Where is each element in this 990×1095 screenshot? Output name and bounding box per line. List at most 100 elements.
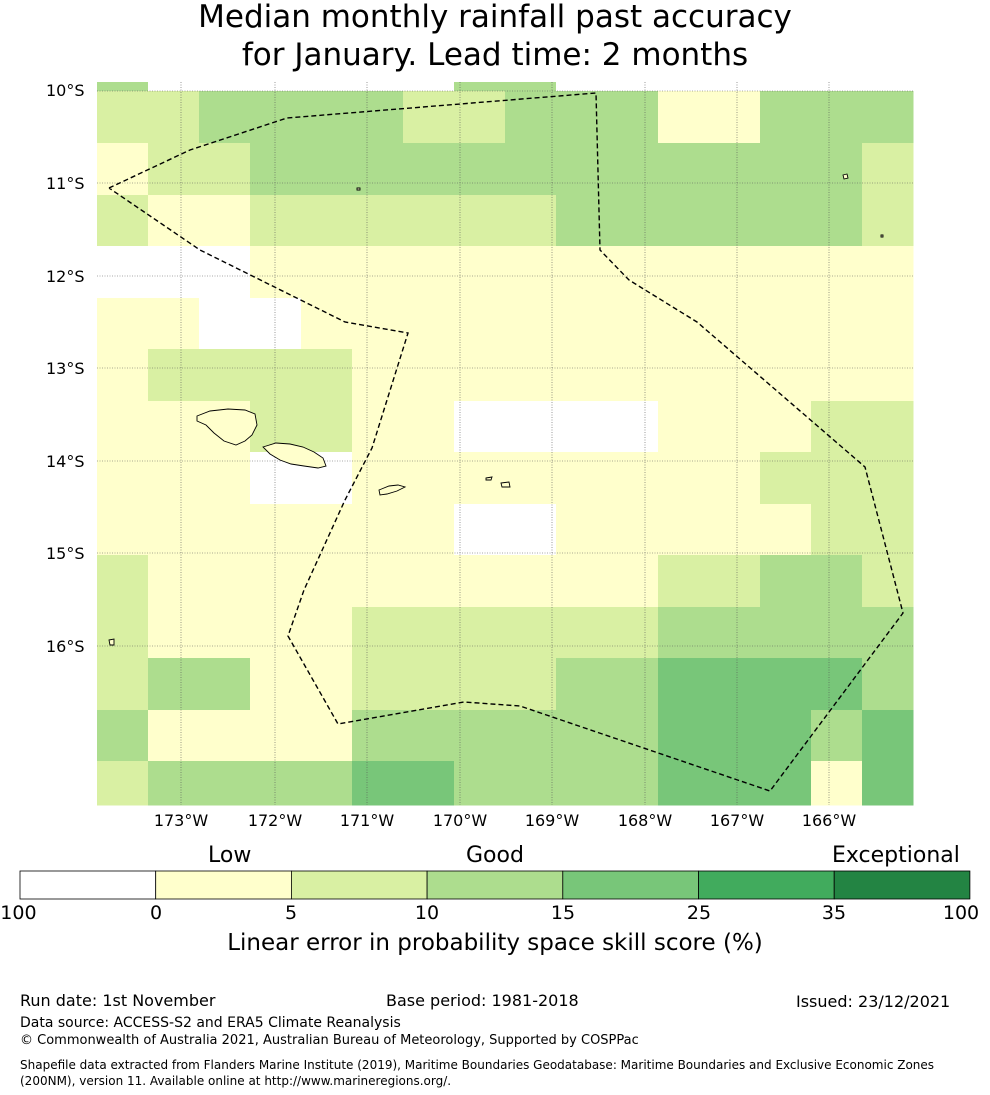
grid-cell <box>97 401 149 453</box>
grid-cell <box>148 555 200 608</box>
grid-cell <box>709 349 761 402</box>
grid-cell <box>862 298 914 350</box>
grid-cell <box>556 658 608 711</box>
chart-title-line-2: for January. Lead time: 2 months <box>241 37 749 73</box>
grid-cell <box>862 555 914 608</box>
grid-cell <box>199 298 251 350</box>
grid-cell <box>760 504 812 556</box>
grid-cell <box>658 298 710 350</box>
grid-cell <box>352 401 404 453</box>
lon-label-171w: 171°W <box>339 811 395 830</box>
grid-cell <box>556 504 608 556</box>
grid-cell <box>556 246 608 299</box>
colorbar-segment <box>155 870 292 900</box>
grid-cell <box>556 761 608 806</box>
grid-cell <box>505 710 557 762</box>
lat-label-11s: 11°S <box>46 174 85 193</box>
grid-cell <box>301 761 353 806</box>
island-northeast <box>842 173 849 180</box>
grid-cell <box>352 91 404 144</box>
grid-cell <box>760 401 812 453</box>
legend-category-good: Good <box>466 843 524 868</box>
grid-cell <box>505 82 557 92</box>
grid-cell <box>811 504 863 556</box>
grid-cell <box>199 504 251 556</box>
grid-cell <box>760 555 812 608</box>
grid-cell <box>454 298 506 350</box>
grid-cell <box>403 401 455 453</box>
grid-cell <box>148 195 200 247</box>
grid-cell <box>301 607 353 659</box>
grid-cell <box>199 710 251 762</box>
grid-cell <box>454 555 506 608</box>
grid-cell <box>658 143 710 196</box>
skill-grid <box>97 82 914 806</box>
grid-cell <box>556 555 608 608</box>
island-upolu <box>262 442 327 469</box>
island-savaii <box>196 408 258 446</box>
grid-cell <box>97 607 149 659</box>
lon-label-173w: 173°W <box>153 811 209 830</box>
colorbar-segment <box>562 870 699 900</box>
grid-cell <box>709 82 761 92</box>
grid-cell <box>403 607 455 659</box>
lat-label-12s: 12°S <box>46 267 85 286</box>
grid-cell <box>301 658 353 711</box>
grid-cell <box>709 710 761 762</box>
grid-cell <box>250 607 302 659</box>
grid-cell <box>760 246 812 299</box>
island-east-small <box>880 234 884 238</box>
grid-cell <box>811 452 863 505</box>
grid-cell <box>97 298 149 350</box>
grid-cell <box>97 91 149 144</box>
grid-cell <box>556 607 608 659</box>
grid-cell <box>658 504 710 556</box>
grid-cell <box>760 658 812 711</box>
grid-cell <box>454 504 506 556</box>
grid-cell <box>301 710 353 762</box>
grid-cell <box>199 82 251 92</box>
grid-cell <box>505 143 557 196</box>
run-date: Run date: 1st November <box>20 991 216 1010</box>
grid-cell <box>301 298 353 350</box>
colorbar-segment <box>426 870 564 900</box>
eez-boundary <box>108 92 904 792</box>
lat-label-15s: 15°S <box>46 544 85 563</box>
colorbar-tick: 5 <box>284 902 298 924</box>
grid-cell <box>505 761 557 806</box>
grid-cell <box>301 504 353 556</box>
lon-label-167w: 167°W <box>709 811 765 830</box>
grid-cell <box>148 298 200 350</box>
grid-cell <box>709 761 761 806</box>
grid-cell <box>97 143 149 196</box>
grid-cell <box>199 607 251 659</box>
grid-cell <box>403 82 455 92</box>
grid-cell <box>607 761 659 806</box>
grid-cell <box>148 82 200 92</box>
grid-cell <box>658 401 710 453</box>
grid-cell <box>709 607 761 659</box>
grid-cell <box>97 658 149 711</box>
grid-cell <box>607 401 659 453</box>
grid-cell <box>811 82 863 92</box>
lat-label-13s: 13°S <box>46 359 85 378</box>
grid-cell <box>148 607 200 659</box>
grid-cell <box>250 555 302 608</box>
grid-cell <box>97 349 149 402</box>
grid-cell <box>250 658 302 711</box>
grid-cell <box>454 91 506 144</box>
grid-cell <box>658 452 710 505</box>
grid-cell <box>556 298 608 350</box>
grid-cell <box>301 143 353 196</box>
grid-cell <box>148 246 200 299</box>
grid-cell <box>862 401 914 453</box>
grid-cell <box>454 401 506 453</box>
shapefile-credit-line-2: (200NM), version 11. Available online at… <box>20 1074 452 1088</box>
grid-cell <box>811 658 863 711</box>
colorbar-tick: 15 <box>550 902 576 924</box>
grid-cell <box>403 195 455 247</box>
island-ofu <box>485 476 493 481</box>
grid-cell <box>607 143 659 196</box>
grid-cell <box>658 91 710 144</box>
grid-cell <box>607 195 659 247</box>
